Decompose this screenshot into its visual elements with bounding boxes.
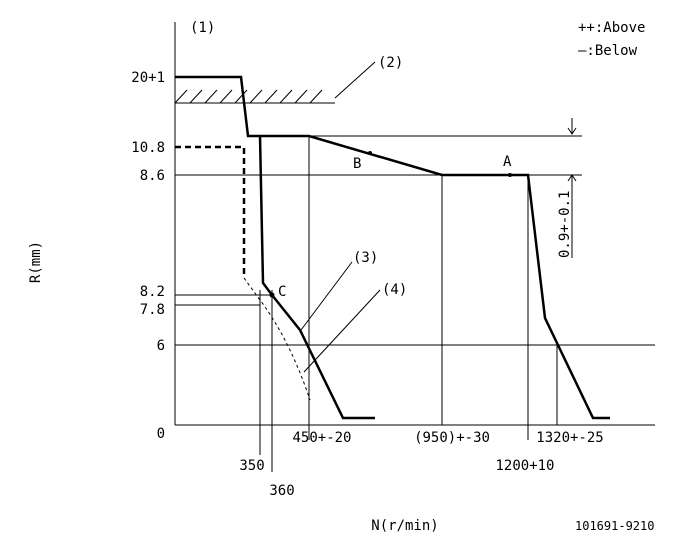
tick: 360: [269, 483, 294, 499]
frame: [174, 22, 655, 472]
tick: 350: [239, 458, 264, 474]
tick: (950)+-30: [414, 430, 490, 446]
tick: 1320+-25: [536, 430, 603, 446]
tick: 0: [157, 426, 165, 442]
tick: 1200+10: [495, 458, 554, 474]
label: ++:Above: [578, 20, 645, 36]
label: (3): [353, 250, 378, 266]
label: 0.9+-0.1: [557, 191, 573, 258]
label: —:Below: [578, 43, 638, 59]
label: A: [503, 154, 512, 170]
tick: 450+-20: [292, 430, 351, 446]
axis-title: R(mm): [28, 241, 44, 283]
axis-title: N(r/min): [371, 518, 438, 534]
tick: 8.6: [140, 168, 165, 184]
tick: 20+1: [131, 70, 165, 86]
label: 101691-9210: [575, 519, 654, 533]
tick: 6: [157, 338, 165, 354]
tick: 8.2: [140, 284, 165, 300]
label: C: [278, 284, 286, 300]
label: (4): [382, 282, 407, 298]
tick: 7.8: [140, 302, 165, 318]
label: B: [353, 156, 361, 172]
label: (1): [190, 20, 215, 36]
label: (2): [378, 55, 403, 71]
tick: 10.8: [131, 140, 165, 156]
